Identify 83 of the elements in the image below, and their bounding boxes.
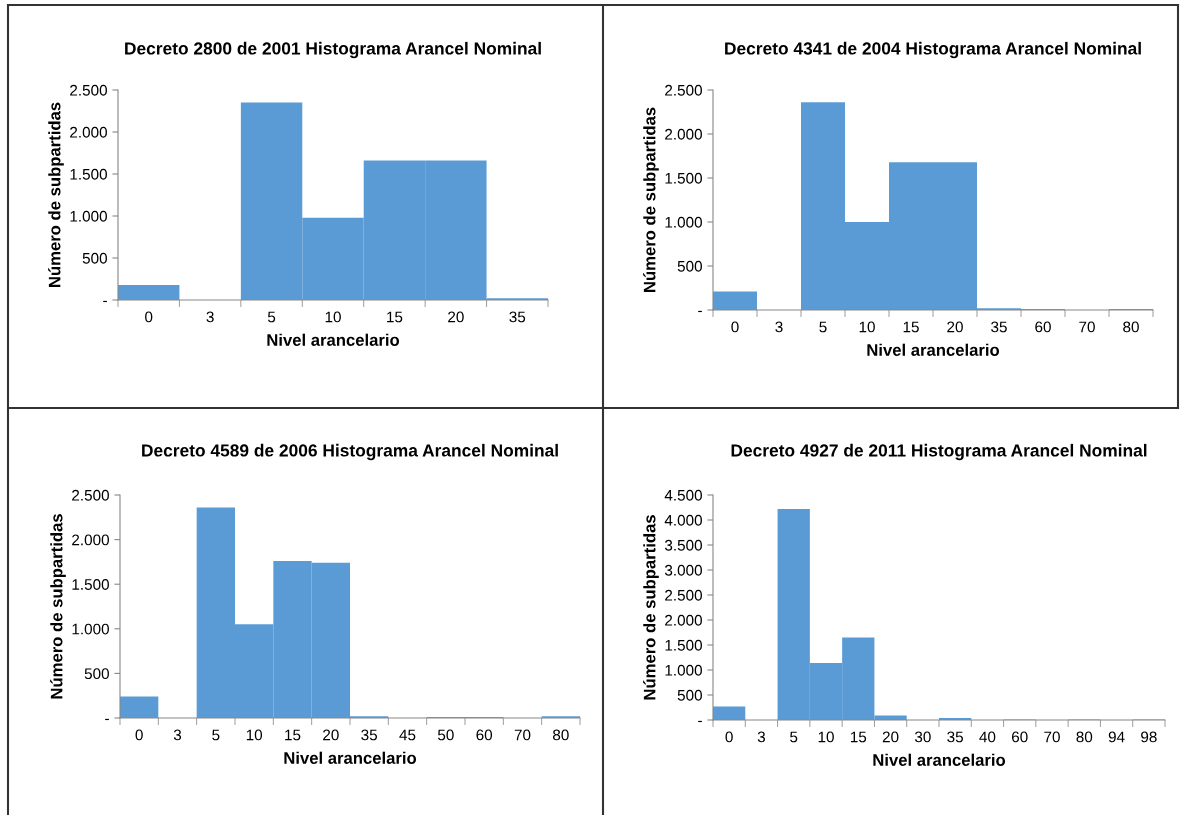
- x-tick-label: 3: [775, 321, 783, 333]
- x-tick-label: 80: [553, 729, 569, 741]
- x-tick-label: 60: [1035, 321, 1051, 333]
- x-tick-label: 70: [514, 729, 531, 741]
- y-tick-label: 1.500: [665, 639, 702, 651]
- y-axis-title: Número de subpartidas: [643, 515, 659, 700]
- y-tick-label: -: [105, 718, 109, 721]
- y-tick-label: 3.500: [664, 539, 702, 551]
- x-tick-label: 20: [947, 321, 963, 333]
- x-tick-label: 10: [859, 321, 875, 333]
- y-tick-label: 2.000: [72, 534, 109, 546]
- x-tick-label: 40: [979, 731, 996, 743]
- x-tick-label: 94: [1108, 731, 1125, 743]
- x-tick-label: 5: [790, 731, 798, 743]
- y-tick-label: 500: [677, 260, 702, 272]
- y-tick-label: 1.500: [665, 172, 702, 184]
- x-tick-label: 3: [757, 731, 766, 743]
- y-tick-label: 3.000: [664, 564, 702, 576]
- x-tick-label: 30: [914, 731, 931, 743]
- x-tick-label: 0: [135, 729, 143, 741]
- y-tick-label: 1.000: [72, 623, 109, 635]
- x-tick-label: 35: [991, 321, 1007, 333]
- y-tick-label: 1.500: [72, 579, 109, 590]
- y-tick-label: 500: [677, 689, 702, 701]
- x-tick-label: 20: [323, 729, 339, 741]
- y-tick-label: 4.500: [664, 489, 702, 501]
- x-axis-title: Nivel arancelario: [267, 333, 400, 346]
- x-tick-label: 5: [819, 321, 827, 333]
- x-tick-label: 15: [850, 731, 867, 743]
- y-tick-label: 2.000: [665, 614, 702, 626]
- x-tick-label: 80: [1123, 321, 1139, 333]
- x-tick-label: 15: [387, 311, 403, 323]
- y-tick-label: 2.500: [70, 84, 107, 96]
- y-tick-label: 2.000: [665, 128, 702, 140]
- chart-title: Decreto 4927 de 2011 Histograma Arancel Nominal: [731, 443, 1147, 461]
- y-tick-label: 1.500: [70, 168, 107, 180]
- x-tick-label: 15: [285, 729, 301, 741]
- chart-title: Decreto 4341 de 2004 Histograma Arancel Nominal: [725, 41, 1141, 59]
- x-tick-label: 0: [145, 311, 153, 323]
- y-tick-label: 1.000: [665, 664, 702, 676]
- y-tick-label: 2.000: [70, 126, 107, 138]
- y-tick-label: -: [103, 300, 107, 303]
- chart-title: Decreto 2800 de 2001 Histograma Arancel Nominal: [125, 41, 541, 59]
- x-axis-title: Nivel arancelario: [873, 753, 1006, 766]
- chart-title: Decreto 4589 de 2006 Histograma Arancel Nominal: [142, 443, 558, 461]
- x-tick-label: 3: [206, 311, 214, 323]
- x-tick-label: 35: [361, 729, 378, 741]
- y-tick-label: 2.500: [72, 489, 109, 501]
- x-tick-label: 10: [818, 731, 834, 743]
- y-tick-label: 1.000: [70, 210, 107, 222]
- x-tick-label: 35: [947, 731, 963, 743]
- y-tick-label: 500: [84, 668, 109, 680]
- x-tick-label: 5: [267, 311, 276, 323]
- x-tick-label: 60: [1011, 731, 1028, 743]
- x-tick-label: 70: [1079, 321, 1095, 333]
- y-tick-label: 500: [82, 252, 107, 264]
- x-tick-label: 0: [731, 321, 739, 333]
- y-tick-label: 2.500: [665, 84, 702, 96]
- x-tick-label: 10: [325, 311, 341, 323]
- x-tick-label: 20: [882, 731, 899, 743]
- x-tick-label: 80: [1076, 731, 1093, 743]
- x-tick-label: 60: [476, 729, 493, 741]
- x-tick-label: 3: [173, 729, 182, 741]
- x-axis-title: Nivel arancelario: [284, 751, 417, 764]
- y-tick-label: -: [698, 720, 702, 723]
- x-tick-label: 35: [509, 311, 526, 323]
- x-tick-label: 50: [437, 729, 454, 741]
- y-tick-label: 4.000: [664, 514, 702, 526]
- x-tick-label: 70: [1044, 731, 1060, 743]
- x-tick-label: 15: [903, 321, 919, 333]
- y-tick-label: -: [698, 310, 702, 313]
- x-axis-title: Nivel arancelario: [867, 343, 1000, 356]
- y-tick-label: 2.500: [665, 589, 702, 601]
- x-tick-label: 0: [725, 731, 733, 743]
- y-axis-title: Número de subpartidas: [50, 514, 66, 699]
- y-axis-title: Número de subpartidas: [643, 107, 659, 292]
- y-tick-label: 1.000: [665, 216, 702, 228]
- x-tick-label: 98: [1141, 731, 1157, 743]
- x-tick-label: 10: [246, 729, 263, 741]
- x-tick-label: 20: [448, 311, 464, 323]
- y-axis-title: Número de subpartidas: [48, 102, 64, 287]
- x-tick-label: 45: [399, 729, 416, 741]
- x-tick-label: 5: [212, 729, 220, 741]
